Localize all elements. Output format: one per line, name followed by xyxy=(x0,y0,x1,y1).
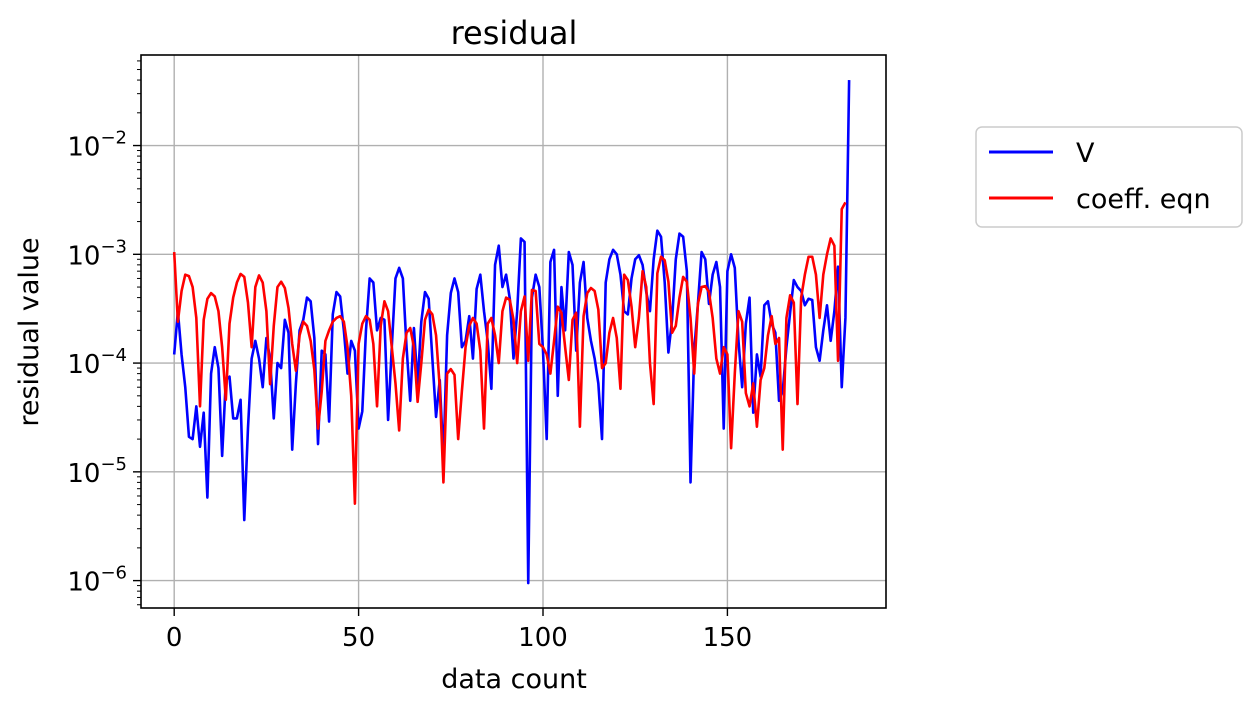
legend-label-coeff-eqn: coeff. eqn xyxy=(1076,184,1211,215)
chart-title: residual xyxy=(451,14,578,52)
y-tick-label: 10−3 xyxy=(67,236,127,271)
y-tick-label: 10−6 xyxy=(67,563,127,598)
y-axis-label: residual value xyxy=(14,237,45,426)
x-tick-label: 100 xyxy=(518,623,568,653)
data-lines xyxy=(172,80,851,585)
x-axis: 0 50 100 150 xyxy=(166,608,752,653)
y-tick-label: 10−2 xyxy=(67,128,127,163)
series-line-v xyxy=(172,80,851,585)
x-tick-label: 150 xyxy=(703,623,753,653)
y-tick-label: 10−4 xyxy=(67,345,127,380)
series-line-coeff-eqn xyxy=(172,201,847,505)
legend: V coeff. eqn xyxy=(975,126,1243,228)
legend-label-v: V xyxy=(1076,138,1095,169)
y-tick-label: 10−5 xyxy=(67,454,127,489)
plot-frame xyxy=(140,54,887,609)
x-axis-label: data count xyxy=(441,664,587,695)
x-tick-label: 0 xyxy=(166,623,183,653)
x-tick-label: 50 xyxy=(342,623,375,653)
y-axis: 10−6 10−5 10−4 10−3 10−2 xyxy=(67,60,141,606)
